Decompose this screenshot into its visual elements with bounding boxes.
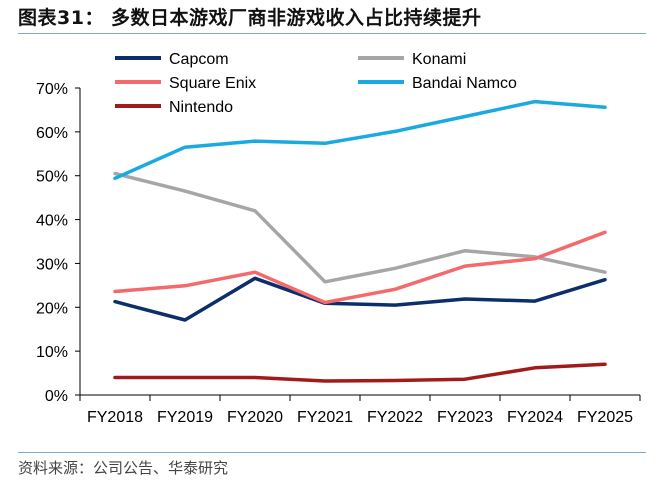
chart-legend: Capcom Konami Square Enix Bandai Namco Ninte… xyxy=(115,51,517,116)
legend-label: Konami xyxy=(412,51,466,68)
x-tick-label: FY2023 xyxy=(437,409,493,426)
legend-label: Capcom xyxy=(169,51,229,68)
x-tick-label: FY2022 xyxy=(367,409,423,426)
legend-label: Square Enix xyxy=(169,75,256,92)
legend-label: Bandai Namco xyxy=(412,75,517,92)
y-tick-label: 50% xyxy=(36,169,68,186)
x-tick-label: FY2018 xyxy=(87,409,143,426)
y-tick-label: 10% xyxy=(36,344,68,361)
x-tick-label: FY2025 xyxy=(577,409,633,426)
y-tick-label: 20% xyxy=(36,300,68,317)
x-tick-label: FY2024 xyxy=(507,409,563,426)
x-tick-label: FY2021 xyxy=(297,409,353,426)
series-line-square-enix xyxy=(113,230,607,305)
y-axis-ticks: 0% 10% 20% 30% 40% 50% 60% 70% xyxy=(36,81,80,405)
series-line-nintendo xyxy=(113,362,607,383)
y-tick-label: 60% xyxy=(36,125,68,142)
source-note: 资料来源：公司公告、华泰研究 xyxy=(18,459,229,477)
source-divider xyxy=(18,452,646,453)
title-divider xyxy=(18,33,646,34)
y-tick-label: 40% xyxy=(36,213,68,230)
x-tick-label: FY2020 xyxy=(227,409,283,426)
series-line-bandai-namco xyxy=(113,99,607,181)
y-tick-label: 0% xyxy=(45,388,68,405)
series-line-konami xyxy=(113,171,607,284)
x-axis-ticks: FY2018 FY2019 FY2020 FY2021 FY2022 FY2023 FY20… xyxy=(79,395,641,426)
series-lines xyxy=(113,99,607,383)
x-tick-label: FY2019 xyxy=(157,409,213,426)
y-tick-label: 30% xyxy=(36,256,68,273)
series-line-capcom xyxy=(113,276,607,322)
y-tick-label: 70% xyxy=(36,81,68,98)
chart-title: 图表31： 多数日本游戏厂商非游戏收入占比持续提升 xyxy=(18,7,482,29)
chart-axes xyxy=(79,88,640,396)
legend-label: Nintendo xyxy=(169,99,233,116)
